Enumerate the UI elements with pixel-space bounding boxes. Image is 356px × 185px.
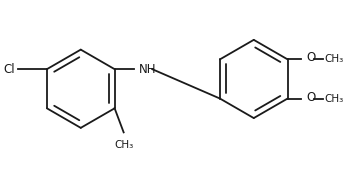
Text: CH₃: CH₃ <box>324 54 344 64</box>
Text: O: O <box>307 90 316 104</box>
Text: CH₃: CH₃ <box>114 140 133 150</box>
Text: Cl: Cl <box>4 63 15 76</box>
Text: NH: NH <box>139 63 156 76</box>
Text: CH₃: CH₃ <box>324 94 344 104</box>
Text: O: O <box>307 51 316 64</box>
